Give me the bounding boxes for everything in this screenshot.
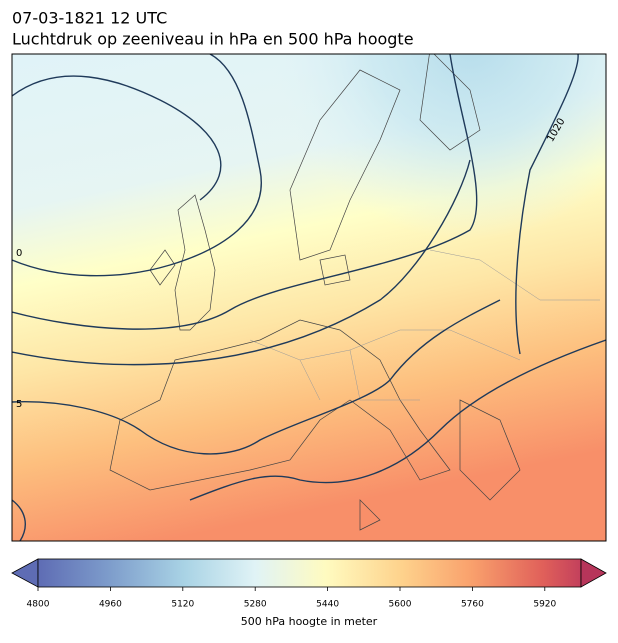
colorbar <box>11 558 607 588</box>
colorbar-tick-label: 5280 <box>244 600 267 610</box>
colorbar-tick-label: 5760 <box>461 600 484 610</box>
map <box>12 54 606 541</box>
contour-label: 0 <box>16 248 22 259</box>
map-frame <box>11 53 607 542</box>
colorbar-label: 500 hPa hoogte in meter <box>241 615 378 628</box>
colorbar-tick-label: 5600 <box>389 600 412 610</box>
colorbar-tick-label: 4800 <box>27 600 50 610</box>
colorbar-tick-label: 5120 <box>171 600 194 610</box>
date: 07-03-1821 12 UTC <box>12 9 167 28</box>
colorbar-tick-label: 5920 <box>533 600 556 610</box>
contour-label: 5 <box>16 399 22 410</box>
colorbar-tick-label: 4960 <box>99 600 122 610</box>
colorbar-tick-label: 5440 <box>316 600 339 610</box>
title: Luchtdruk op zeeniveau in hPa en 500 hPa… <box>12 30 414 49</box>
